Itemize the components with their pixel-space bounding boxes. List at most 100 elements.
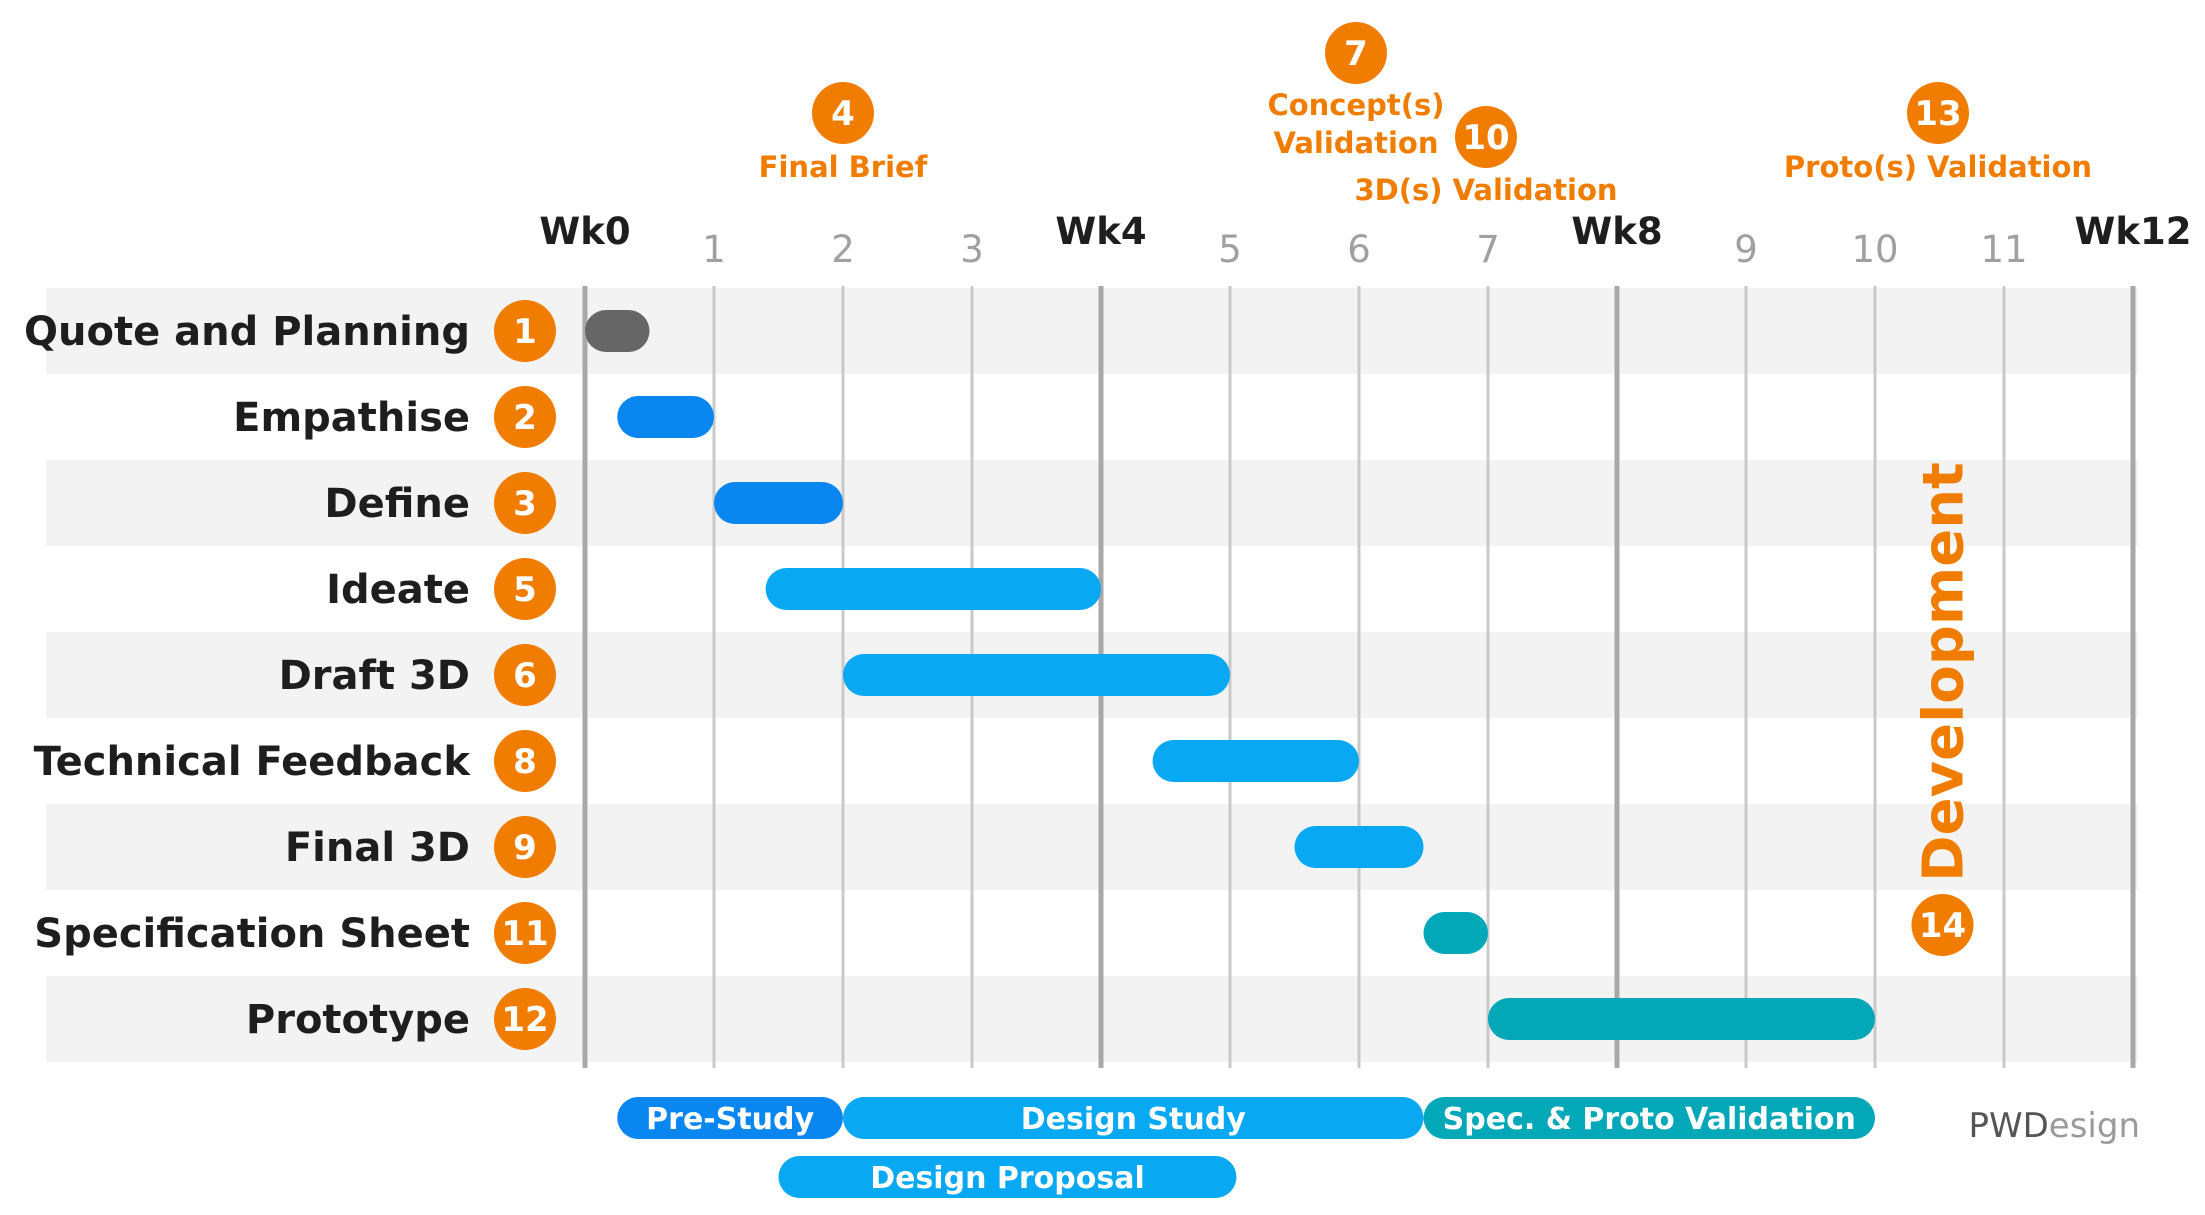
development-label: Development — [1912, 462, 1977, 882]
task-bar — [617, 396, 714, 438]
step-number: 2 — [513, 398, 537, 438]
step-badge-circle — [812, 82, 874, 144]
task-step-badge: 5 — [494, 558, 556, 620]
task-step-badge: 1 — [494, 300, 556, 362]
tick-label-week-4: Wk4 — [1055, 210, 1146, 253]
milestone-badge: 10 — [1455, 106, 1517, 168]
step-badge-circle — [1325, 22, 1387, 84]
task-bar — [1294, 826, 1424, 868]
task-step-badge: 12 — [494, 988, 556, 1050]
milestone-4: 4 Final Brief — [759, 82, 928, 184]
phase-bars: Pre-Study Design Study Spec. & Proto Valid… — [617, 1097, 1875, 1198]
logo-part-2: esign — [2049, 1106, 2140, 1146]
milestone-badge: 7 — [1325, 22, 1387, 84]
step-number: 14 — [1919, 906, 1966, 946]
logo-part-1: PWD — [1968, 1106, 2048, 1146]
row-bands — [46, 288, 2138, 1062]
task-bar — [714, 482, 843, 524]
task-labels: Quote and Planning 1 Empathise 2 Define 3 Idea… — [24, 300, 556, 1050]
step-number: 11 — [501, 914, 548, 954]
milestone-10: 10 3D(s) Validation — [1354, 106, 1618, 207]
task-label: Define — [324, 481, 470, 527]
phase-label: Pre-Study — [646, 1102, 814, 1137]
step-number: 6 — [513, 656, 537, 696]
tick-label-week-8: Wk8 — [1571, 210, 1662, 253]
step-badge-circle — [494, 386, 556, 448]
task-label: Ideate — [326, 567, 470, 613]
phase-bar-shape — [778, 1156, 1237, 1198]
phase-label: Spec. & Proto Validation — [1443, 1102, 1856, 1137]
task-step-badge: 3 — [494, 472, 556, 534]
task-label: Draft 3D — [279, 653, 470, 699]
tick-label-week-11: 11 — [1980, 228, 2027, 271]
task-step-badge: 2 — [494, 386, 556, 448]
step-number: 13 — [1914, 94, 1961, 134]
milestone-badge: 4 — [812, 82, 874, 144]
row-band — [46, 288, 2138, 374]
step-badge-circle — [494, 902, 556, 964]
step-badge-circle — [494, 472, 556, 534]
step-number: 7 — [1344, 34, 1368, 74]
tick-label-week-10: 10 — [1851, 228, 1898, 271]
step-badge-circle — [494, 644, 556, 706]
step-badge-circle — [1911, 894, 1974, 956]
step-number: 10 — [1462, 118, 1509, 158]
task-bar — [1488, 998, 1875, 1040]
phase-bar: Design Study — [843, 1097, 1424, 1139]
pwdesign-logo: PWDesign — [1968, 1106, 2140, 1146]
tick-label-week-5: 5 — [1218, 228, 1242, 271]
task-bars — [585, 310, 1875, 1040]
step-number: 8 — [513, 742, 537, 782]
task-label: Final 3D — [285, 825, 470, 871]
milestone-label: Proto(s) Validation — [1784, 150, 2092, 184]
step-number: 9 — [513, 828, 537, 868]
task-step-badge: 6 — [494, 644, 556, 706]
step-number: 12 — [501, 1000, 548, 1040]
step-badge-circle — [1907, 82, 1969, 144]
task-label: Quote and Planning — [24, 309, 470, 355]
milestone-13: 13 Proto(s) Validation — [1784, 82, 2092, 184]
task-label: Specification Sheet — [34, 911, 470, 957]
task-bar — [1152, 740, 1359, 782]
task-label: Empathise — [233, 395, 470, 441]
phase-bar: Design Proposal — [778, 1156, 1237, 1198]
tick-label-week-12: Wk12 — [2075, 210, 2192, 253]
phase-label: Design Study — [1021, 1102, 1246, 1137]
phase-bar-shape — [617, 1097, 843, 1139]
milestone-label: 3D(s) Validation — [1354, 173, 1617, 207]
row-band — [46, 804, 2138, 890]
step-badge-circle — [494, 816, 556, 878]
row-band — [46, 460, 2138, 546]
tick-label-week-6: 6 — [1347, 228, 1371, 271]
milestones: 4 Final Brief 7 Concept(s) Validation 10 3D(s)… — [759, 22, 2092, 207]
task-bar — [585, 310, 650, 352]
tick-label-week-9: 9 — [1734, 228, 1758, 271]
phase-bar: Spec. & Proto Validation — [1423, 1097, 1875, 1139]
week-tick-labels: Wk0 1 2 3 Wk4 5 6 7 Wk8 9 10 11 Wk12 — [539, 210, 2191, 271]
task-label: Technical Feedback — [34, 739, 472, 785]
task-step-badge: 8 — [494, 730, 556, 792]
phase-bar-shape — [1423, 1097, 1875, 1139]
task-step-badge: 9 — [494, 816, 556, 878]
step-badge-circle — [494, 988, 556, 1050]
tick-label-week-2: 2 — [831, 228, 855, 271]
step-number: 4 — [831, 94, 855, 134]
task-bar — [1423, 912, 1488, 954]
tick-label-week-7: 7 — [1476, 228, 1500, 271]
step-badge-circle — [494, 558, 556, 620]
task-bar — [765, 568, 1101, 610]
tick-label-week-0: Wk0 — [539, 210, 630, 253]
development-block: Development 14 — [1911, 462, 1977, 956]
step-number: 1 — [513, 312, 537, 352]
step-number: 3 — [513, 484, 537, 524]
milestone-label: Final Brief — [759, 150, 928, 184]
phase-bar: Pre-Study — [617, 1097, 843, 1139]
task-label: Prototype — [246, 997, 470, 1043]
milestone-label: Concept(s) — [1267, 88, 1444, 122]
milestone-7: 7 Concept(s) Validation — [1267, 22, 1445, 160]
step-number: 5 — [513, 570, 537, 610]
phase-label: Design Proposal — [870, 1161, 1145, 1196]
phase-bar-shape — [843, 1097, 1424, 1139]
task-step-badge: 11 — [494, 902, 556, 964]
